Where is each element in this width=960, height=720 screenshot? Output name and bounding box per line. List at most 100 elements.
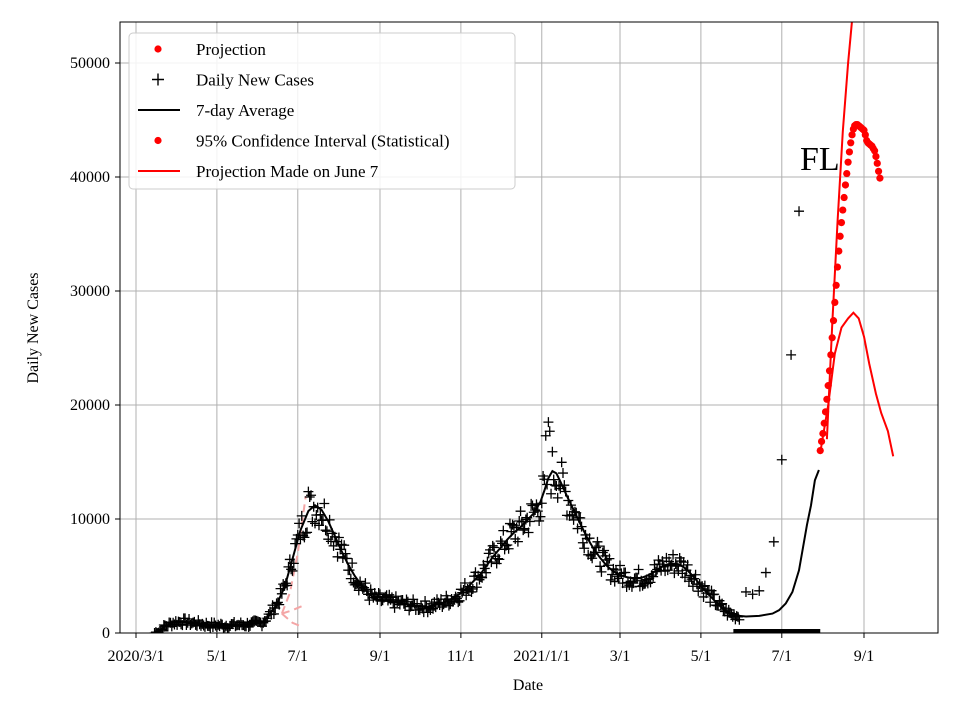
- daily-case-point: [518, 525, 529, 536]
- daily-case-point: [494, 554, 505, 565]
- x-tick-label: 3/1: [610, 648, 630, 665]
- daily-case-point: [740, 586, 751, 597]
- daily-case-point: [747, 589, 758, 600]
- legend-label: 95% Confidence Interval (Statistical): [196, 132, 450, 151]
- daily-case-point: [491, 558, 502, 569]
- zero-report-marker: [799, 629, 804, 633]
- daily-case-point: [534, 515, 545, 526]
- zero-report-marker: [776, 629, 781, 633]
- zero-report-marker: [753, 629, 758, 633]
- zero-report-marker: [773, 629, 778, 633]
- confidence-dot: [821, 408, 830, 416]
- daily-case-point: [645, 577, 656, 588]
- y-tick-label: 0: [102, 625, 110, 642]
- confidence-dot: [819, 429, 827, 438]
- daily-case-point: [662, 565, 673, 576]
- x-tick-label: 9/1: [370, 648, 390, 665]
- legend-label: Projection: [196, 40, 266, 59]
- daily-case-point: [493, 553, 504, 564]
- daily-case-point: [592, 536, 603, 547]
- legend-label: Daily New Cases: [196, 71, 314, 90]
- legend-label: 7-day Average: [196, 101, 294, 120]
- daily-case-point: [512, 536, 523, 547]
- daily-case-point: [349, 579, 360, 590]
- zero-report-marker: [812, 629, 817, 633]
- confidence-dot: [836, 232, 844, 240]
- daily-case-point: [471, 582, 482, 593]
- daily-case-point: [445, 599, 456, 610]
- y-axis-title: Daily New Cases: [25, 272, 42, 383]
- confidence-dot: [832, 281, 840, 289]
- daily-case-point: [461, 590, 472, 601]
- legend-entry: Daily New Cases: [152, 71, 314, 90]
- daily-case-point: [306, 490, 317, 501]
- daily-cases-scatter: [149, 206, 805, 633]
- confidence-dot: [861, 131, 869, 139]
- confidence-dot: [845, 148, 854, 156]
- daily-case-point: [543, 417, 554, 428]
- x-tick-label: 5/1: [207, 648, 227, 665]
- legend-plus-marker: [152, 73, 164, 86]
- daily-case-point: [360, 578, 371, 589]
- daily-case-point: [603, 560, 614, 571]
- daily-case-point: [313, 520, 324, 531]
- confidence-dot: [835, 247, 843, 255]
- daily-case-point: [487, 540, 498, 551]
- confidence-dot: [825, 367, 834, 375]
- x-tick-label: 11/1: [447, 648, 475, 665]
- legend: Projection Daily New Cases 7-day Average 95…: [128, 32, 516, 190]
- daily-case-point: [347, 558, 358, 569]
- zero-report-marker: [786, 629, 791, 633]
- daily-case-point: [660, 566, 671, 577]
- x-tick-label: 7/1: [772, 648, 792, 665]
- daily-case-point: [642, 578, 653, 589]
- confidence-dot: [837, 219, 846, 227]
- daily-case-point: [633, 564, 644, 575]
- ticks: 2020/3/1 5/1 7/1 9/1 11/1 2021/1/1 3/1 5/1 7/1 9/…: [70, 55, 874, 665]
- daily-case-point: [587, 553, 598, 564]
- daily-case-point: [768, 536, 779, 547]
- confidence-dot: [872, 152, 880, 161]
- zero-report-marker: [756, 629, 761, 633]
- daily-case-point: [282, 580, 293, 591]
- daily-case-point: [323, 534, 334, 545]
- daily-case-point: [515, 506, 526, 517]
- zero-report-marker: [793, 629, 798, 633]
- zero-report-marker: [743, 629, 748, 633]
- confidence-dot: [848, 131, 856, 139]
- zero-report-marker: [763, 629, 768, 633]
- series-line: [154, 469, 820, 633]
- daily-case-point: [454, 595, 465, 606]
- state-annotation: FL: [800, 141, 840, 178]
- confidence-dot: [827, 351, 835, 359]
- daily-case-point: [547, 446, 558, 457]
- early-projection-line: [281, 612, 304, 629]
- early-projection-line: [281, 604, 304, 615]
- daily-case-point: [596, 566, 607, 577]
- daily-case-point: [319, 498, 330, 509]
- zero-report-marker: [749, 629, 754, 633]
- daily-case-point: [514, 516, 525, 527]
- zero-report-marker: [796, 629, 801, 633]
- daily-case-point: [637, 580, 648, 591]
- daily-case-point: [332, 551, 343, 562]
- zero-report-marker: [736, 629, 741, 633]
- daily-case-point: [523, 527, 534, 538]
- daily-case-point: [508, 520, 519, 531]
- daily-case-point: [615, 560, 626, 571]
- daily-case-point: [786, 349, 797, 360]
- legend-entry: Projection Made on June 7: [138, 162, 379, 181]
- confidence-dot: [828, 334, 836, 342]
- zero-report-marker: [769, 629, 774, 633]
- daily-case-point: [328, 540, 339, 551]
- series-line: [819, 311, 895, 457]
- daily-case-point: [339, 540, 350, 551]
- daily-case-point: [579, 543, 590, 554]
- confidence-dot: [816, 447, 824, 455]
- zero-report-marker: [746, 629, 751, 633]
- daily-case-point: [556, 457, 567, 468]
- confidence-dot: [824, 382, 832, 390]
- confidence-dot: [843, 169, 851, 178]
- confidence-dot: [840, 193, 848, 202]
